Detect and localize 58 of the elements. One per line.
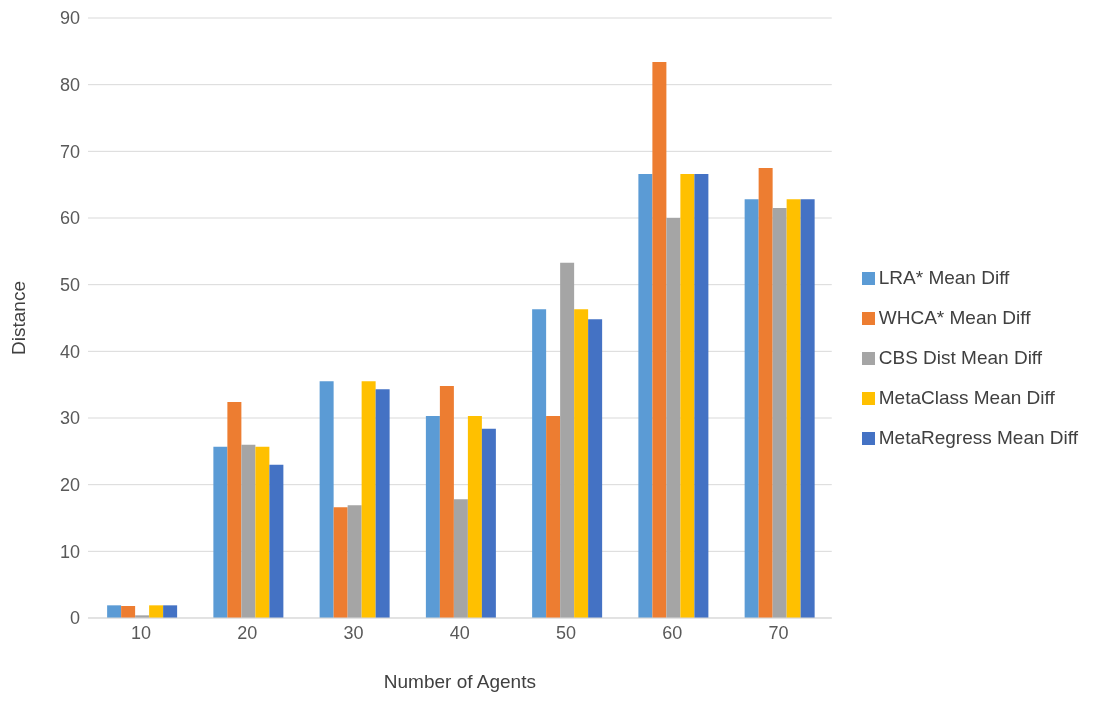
legend-label: MetaRegress Mean Diff [878, 427, 1078, 448]
bar [227, 402, 242, 618]
bar [694, 174, 709, 618]
bar [121, 606, 136, 618]
bar [425, 416, 440, 618]
y-tick-label: 20 [59, 475, 80, 496]
y-tick-label: 50 [59, 275, 80, 296]
bar [213, 446, 228, 618]
bar [319, 381, 334, 618]
x-tick-label: 60 [662, 622, 683, 643]
bar [638, 174, 653, 618]
x-axis-title: Number of Agents [383, 671, 536, 692]
legend-label: WHCA* Mean Diff [878, 307, 1031, 328]
bar [255, 446, 270, 618]
bar [800, 199, 815, 618]
bar [375, 389, 390, 618]
bar [588, 319, 603, 618]
bar [269, 464, 284, 618]
bar [532, 309, 547, 618]
y-tick-label: 80 [59, 75, 80, 96]
x-tick-label: 20 [237, 622, 258, 643]
bar [772, 208, 787, 618]
y-tick-label: 0 [69, 608, 80, 629]
bar [546, 416, 561, 618]
bar [467, 416, 482, 618]
x-tick-label: 50 [556, 622, 577, 643]
legend-label: LRA* Mean Diff [878, 267, 1010, 288]
y-tick-label: 40 [59, 341, 80, 362]
bar [439, 386, 454, 618]
bar [107, 605, 122, 618]
bar [347, 505, 362, 618]
bar [786, 199, 801, 618]
y-tick-label: 10 [59, 541, 80, 562]
y-tick-label: 90 [59, 8, 80, 29]
x-tick-label: 40 [449, 622, 470, 643]
bar [333, 507, 348, 618]
y-tick-label: 70 [59, 141, 80, 162]
x-tick-label: 70 [768, 622, 789, 643]
x-tick-label: 30 [343, 622, 364, 643]
bar [560, 262, 575, 618]
y-tick-label: 60 [59, 208, 80, 229]
bar [680, 174, 695, 618]
y-tick-label: 30 [59, 408, 80, 429]
bar [361, 381, 376, 618]
bar [574, 309, 589, 618]
bar [744, 199, 759, 618]
bar [666, 218, 681, 618]
x-tick-label: 10 [131, 622, 152, 643]
bar [163, 605, 178, 618]
bar [758, 168, 773, 618]
bar [652, 62, 667, 618]
legend-label: CBS Dist Mean Diff [878, 347, 1043, 368]
bar [453, 499, 468, 618]
bar [149, 605, 164, 618]
bar [241, 444, 256, 618]
legend-label: MetaClass Mean Diff [878, 387, 1055, 408]
y-axis-title: Distance [7, 281, 29, 355]
bar [481, 428, 496, 618]
